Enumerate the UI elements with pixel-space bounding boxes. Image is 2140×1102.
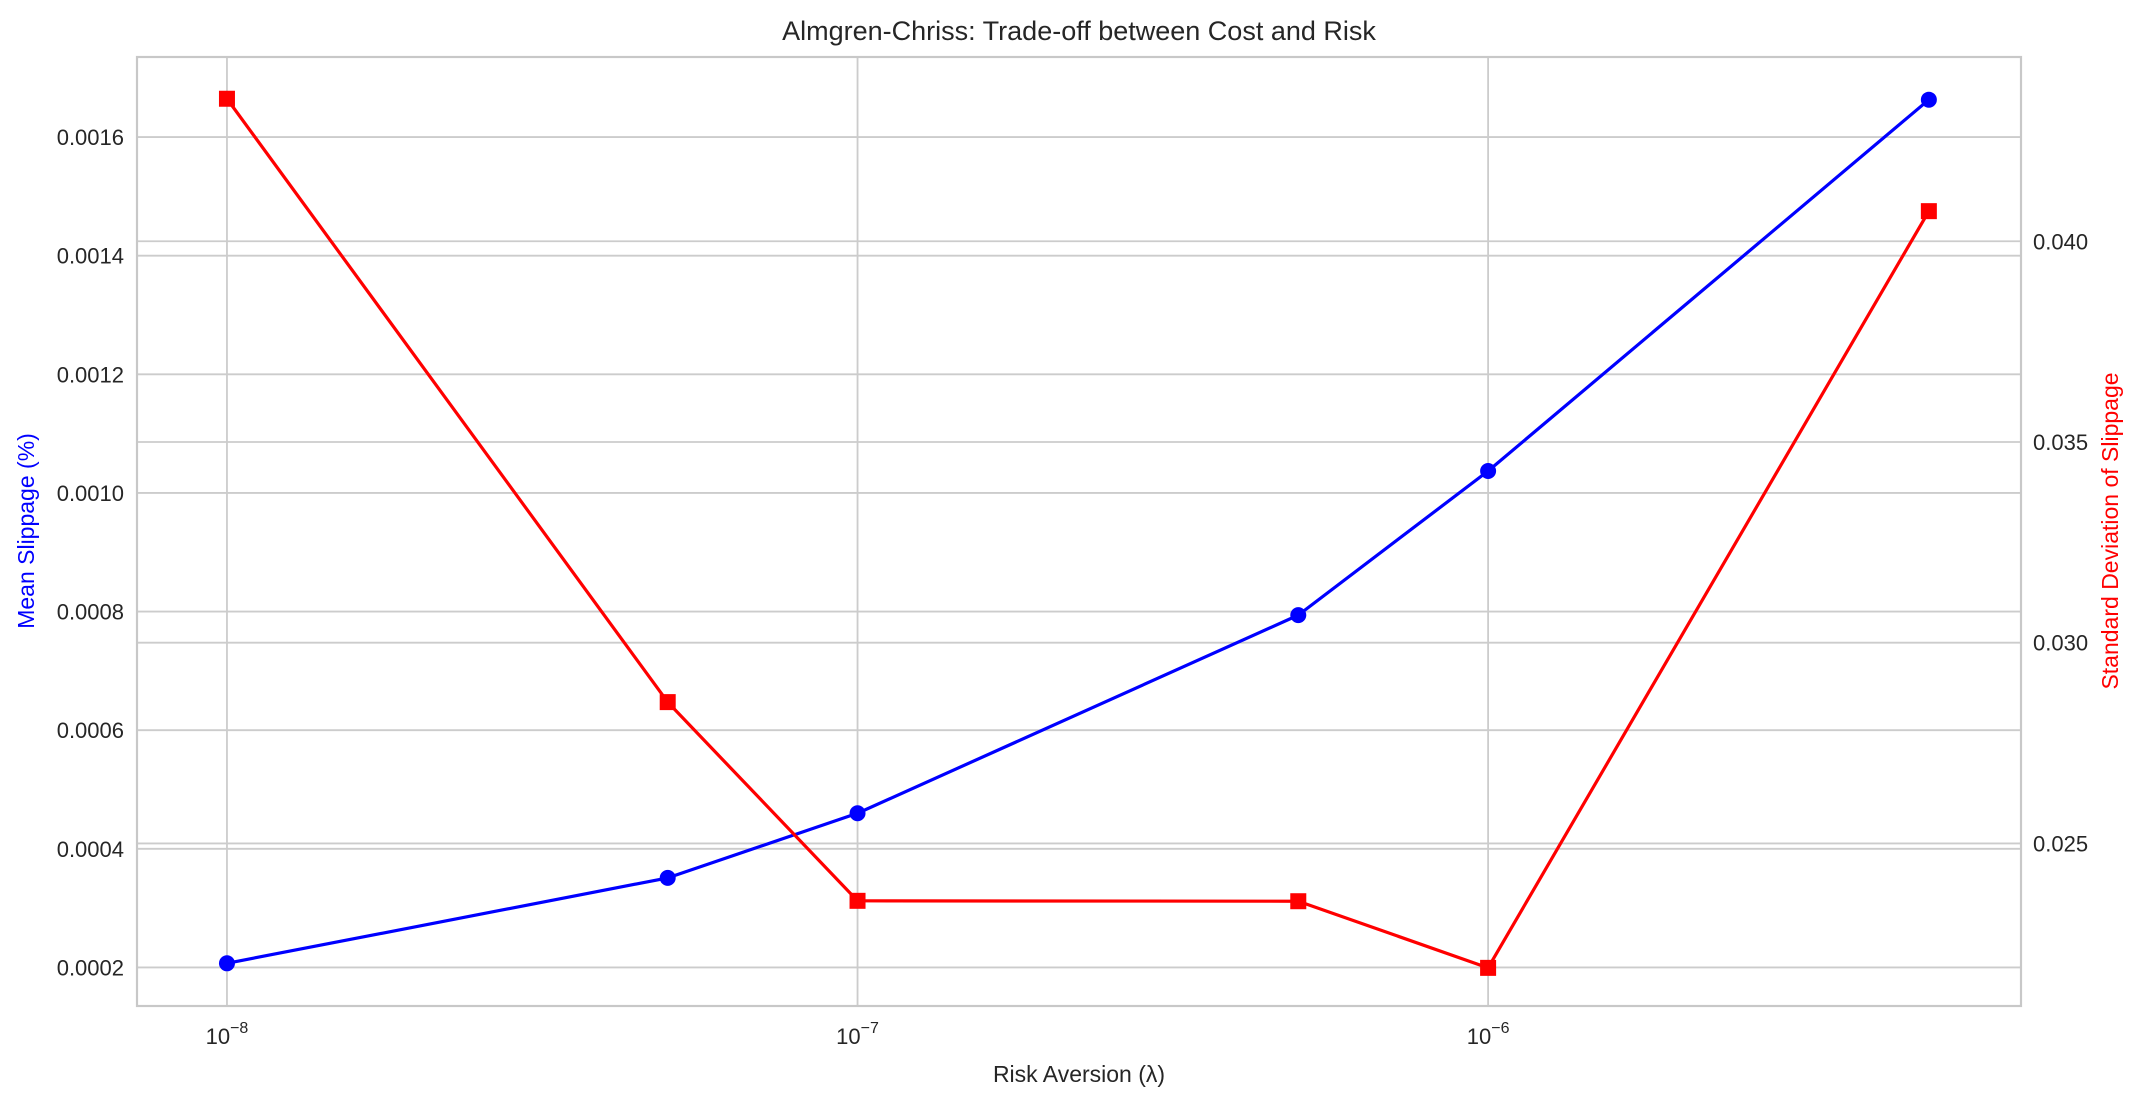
- y-right-tick-label: 0.035: [2033, 430, 2088, 455]
- x-tick-label: 10−7: [836, 1020, 879, 1049]
- y-left-tick-label: 0.0010: [57, 481, 124, 506]
- y-right-tick-label: 0.030: [2033, 631, 2088, 656]
- series-right-line: [225, 97, 1931, 970]
- series-right-point: [1920, 203, 1937, 220]
- y-right-tick-label: 0.040: [2033, 229, 2088, 254]
- x-axis-label: Risk Aversion (λ): [993, 1061, 1165, 1087]
- y-left-tick-label: 0.0002: [57, 955, 124, 980]
- y-axis-right-label: Standard Deviation of Slippage: [2097, 372, 2123, 689]
- series-right-point: [1480, 959, 1497, 976]
- series-right-point: [218, 90, 235, 107]
- grid: [137, 57, 2021, 1006]
- y-left-tick-label: 0.0004: [57, 837, 124, 862]
- y-right-tick-label: 0.025: [2033, 831, 2088, 856]
- series-left-point: [218, 955, 235, 972]
- series-right-point: [1290, 893, 1307, 910]
- plot-frame: [135, 55, 2023, 1008]
- series-left-point: [1480, 463, 1497, 480]
- x-tick-label: 10−8: [206, 1020, 249, 1049]
- chart-title: Almgren-Chriss: Trade-off between Cost a…: [782, 16, 1376, 46]
- series-left-point: [1920, 91, 1937, 108]
- series-left-point: [659, 869, 676, 886]
- series-left-point: [849, 805, 866, 822]
- series-left-line: [226, 98, 1930, 965]
- x-tick-label: 10−6: [1467, 1020, 1510, 1049]
- y-left-tick-label: 0.0012: [57, 362, 124, 387]
- ticks-layer: 10−8 10−7 10−6 0.0002 0.0004 0.0006 0.0008 0.00…: [57, 125, 2088, 1049]
- y-left-tick-label: 0.0014: [57, 244, 124, 269]
- y-axis-left-label: Mean Slippage (%): [13, 433, 39, 629]
- y-left-tick-label: 0.0006: [57, 718, 124, 743]
- series-left-point: [1290, 607, 1307, 624]
- y-left-tick-label: 0.0016: [57, 125, 124, 150]
- series-right-point: [849, 892, 866, 909]
- series-layer: [218, 90, 1937, 976]
- y-left-tick-label: 0.0008: [57, 600, 124, 625]
- series-right-point: [659, 694, 676, 711]
